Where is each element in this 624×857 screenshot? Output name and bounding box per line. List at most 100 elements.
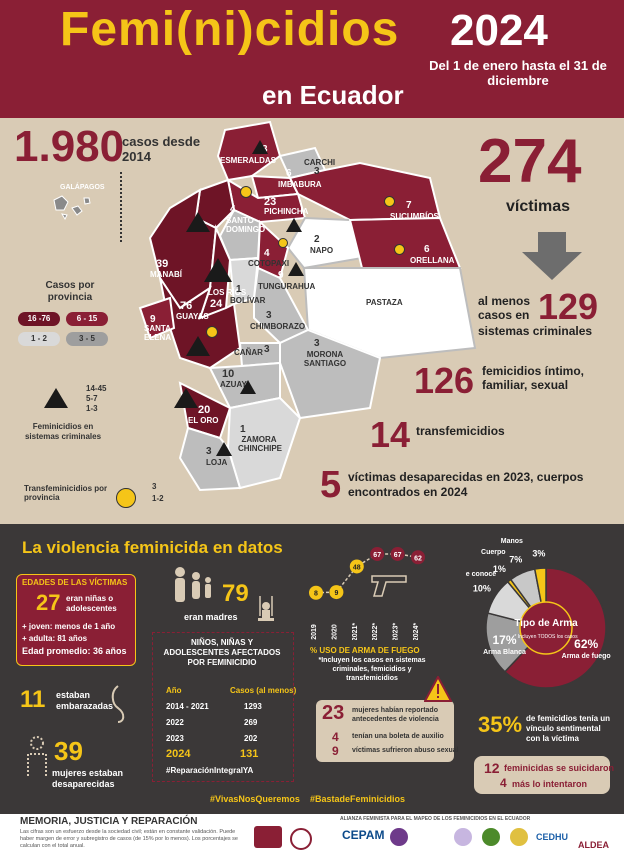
pregnant-label: estaban embarazadas [56, 690, 114, 711]
alliance-label: ALIANZA FEMINISTA PARA EL MAPEO DE LOS F… [340, 816, 531, 822]
criminal-marker-el-oro [174, 388, 198, 408]
criminal-count: 129 [538, 286, 599, 327]
firearm-year-tick: 2019 [311, 624, 318, 640]
province-name-orellana: ORELLANA [410, 256, 455, 265]
hashtag-basta: #BastadeFeminicidios [310, 794, 406, 804]
ages-box [16, 574, 136, 666]
abuse-label: víctimas sufrieron abuso sexual [352, 747, 459, 754]
pie-slice-label: 1% [493, 564, 506, 574]
province-name-manabi: MANABÍ [150, 270, 182, 279]
province-count-napo: 2 [314, 234, 320, 245]
galapagos-label: GALÁPAGOS [60, 184, 105, 191]
victims-count: 274 [478, 127, 582, 196]
province-count-orellana: 6 [424, 244, 430, 255]
legend-trans-title: Transfeminicidios por provincia [24, 484, 108, 502]
missing-person-icon [27, 736, 47, 776]
pie-center [519, 601, 573, 655]
province-count-morona: 3 [314, 338, 320, 349]
pie-category-label: No se conoce [466, 571, 496, 578]
date-range: Del 1 de enero hasta el 31 de diciembre [429, 58, 607, 88]
pie-slice-label: 7% [509, 554, 522, 564]
trans-marker-imbabura [240, 186, 252, 198]
criminal-label-a: al menos [478, 294, 531, 308]
footer-title: MEMORIA, JUSTICIA Y REPARACIÓN [20, 816, 198, 827]
org-logo-icon [482, 828, 500, 846]
pregnant-icon [111, 685, 125, 723]
ages-label: eran niñas o adolescentes [66, 594, 117, 613]
oldest-label: + adulta: 81 años [22, 634, 88, 643]
legend-trans-icon [116, 488, 136, 508]
province-name-guayas: GUAYAS [176, 312, 209, 321]
down-arrow-icon [522, 232, 582, 280]
pie-slice-label: 62% [574, 637, 598, 651]
trans-marker-sucumbios [384, 196, 395, 207]
province-count-tungurahua: 9 [278, 270, 284, 281]
weapon-pie-chart: 62% Arma de fuego 17% Arma Blanca 10% No se c… [466, 538, 611, 689]
swing-child-icon [258, 596, 274, 621]
legend-criminal-range-1: 14-45 [86, 384, 107, 393]
firearm-year-tick: 2020 [331, 624, 338, 640]
mothers-label: eran madres [184, 612, 238, 622]
orphans-col-cases: Casos (al menos) [230, 686, 297, 695]
orphans-row-year: 2023 [166, 734, 184, 743]
total-cases-label: casos desde 2014 [122, 134, 201, 164]
province-name-santa-elena: SANTA ELENA [144, 324, 172, 342]
total-cases: 1.980 [14, 122, 125, 171]
orphans-row-year: 2014 - 2021 [166, 702, 209, 711]
firearm-point [390, 546, 405, 561]
abuse-count: 9 [332, 744, 339, 758]
province-name-tungurahua: TUNGURAHUA [258, 282, 316, 291]
province-name-pastaza: PASTAZA [366, 298, 403, 307]
suicide-label: feminicidas se suicidaron [504, 763, 615, 773]
firearm-point-label: 62 [414, 555, 422, 562]
province-name-napo: NAPO [310, 246, 334, 255]
trans-label: transfemicidios [416, 424, 505, 438]
legend-range-low: 1 - 2 [18, 332, 60, 346]
missing-label: víctimas desaparecidas en 2023, cuerpos … [348, 470, 584, 499]
org-cepam: CEPAM [342, 828, 385, 842]
criminal-marker-tungurahua [288, 262, 304, 276]
firearm-year-tick: 2023* [393, 623, 400, 640]
firearm-point-label: 9 [334, 590, 338, 597]
prior-violence-count: 23 [322, 702, 345, 724]
criminal-marker-manabi [186, 212, 210, 232]
province-count-chimborazo: 3 [266, 310, 272, 321]
legend-criminal-range-2: 5-7 [86, 394, 98, 403]
attempt-count: 4 [500, 776, 507, 790]
province-name-zamora: ZAMORA CHINCHIPE [238, 435, 283, 453]
province-name-bolivar: BOLÍVAR [230, 296, 266, 305]
province-name-sucumbios: SUCUMBÍOS [390, 212, 439, 221]
suicide-count: 12 [484, 760, 500, 776]
criminal-marker-loja [216, 442, 232, 456]
year-label: 2024 [450, 6, 548, 55]
header-band [0, 0, 624, 118]
province-count-sucumbios: 7 [406, 200, 412, 211]
province-name-loja: LOJA [206, 458, 228, 467]
disappeared-count: 39 [54, 736, 83, 766]
gun-icon [371, 575, 407, 597]
province-count-pichincha: 23 [264, 196, 277, 208]
firearm-chart-title: % USO DE ARMA DE FUEGO [310, 646, 420, 655]
legend-criminal-title: Feminicidios en sistemas criminales [24, 422, 102, 441]
firearm-point [349, 559, 364, 574]
prior-violence-label: mujeres habían reportado antecedentes de… [352, 707, 439, 723]
orphans-row-year: 2024 [166, 748, 191, 760]
bond-label: de femicidios tenía un vínculo sentiment… [526, 714, 611, 743]
province-name-imbabura: IMBABURA [278, 180, 322, 189]
pie-slice-label: 3% [532, 548, 545, 558]
intimate-label: femicidios íntimo, familiar, sexual [482, 364, 585, 392]
family-icon [175, 567, 211, 602]
disappeared-label: mujeres estaban desaparecidas [52, 768, 124, 789]
province-count-carchi: 3 [314, 166, 320, 177]
pie-category-label: Cuerpo [481, 549, 506, 556]
orphans-row-cases: 1293 [244, 702, 262, 711]
orphans-col-year: Año [166, 686, 182, 695]
hashtag-reparacion: #ReparaciónIntegralYA [166, 766, 254, 775]
intimate-count: 126 [414, 360, 475, 401]
page-title: Femi(ni)cidios [60, 3, 400, 56]
province-name-los-rios: LOS RÍOS [208, 288, 247, 297]
legend-range-high: 16 -76 [18, 312, 60, 326]
province-count-el-oro: 20 [198, 404, 211, 416]
pregnant-count: 11 [20, 686, 46, 713]
legend-criminal-large-icon [44, 388, 68, 408]
